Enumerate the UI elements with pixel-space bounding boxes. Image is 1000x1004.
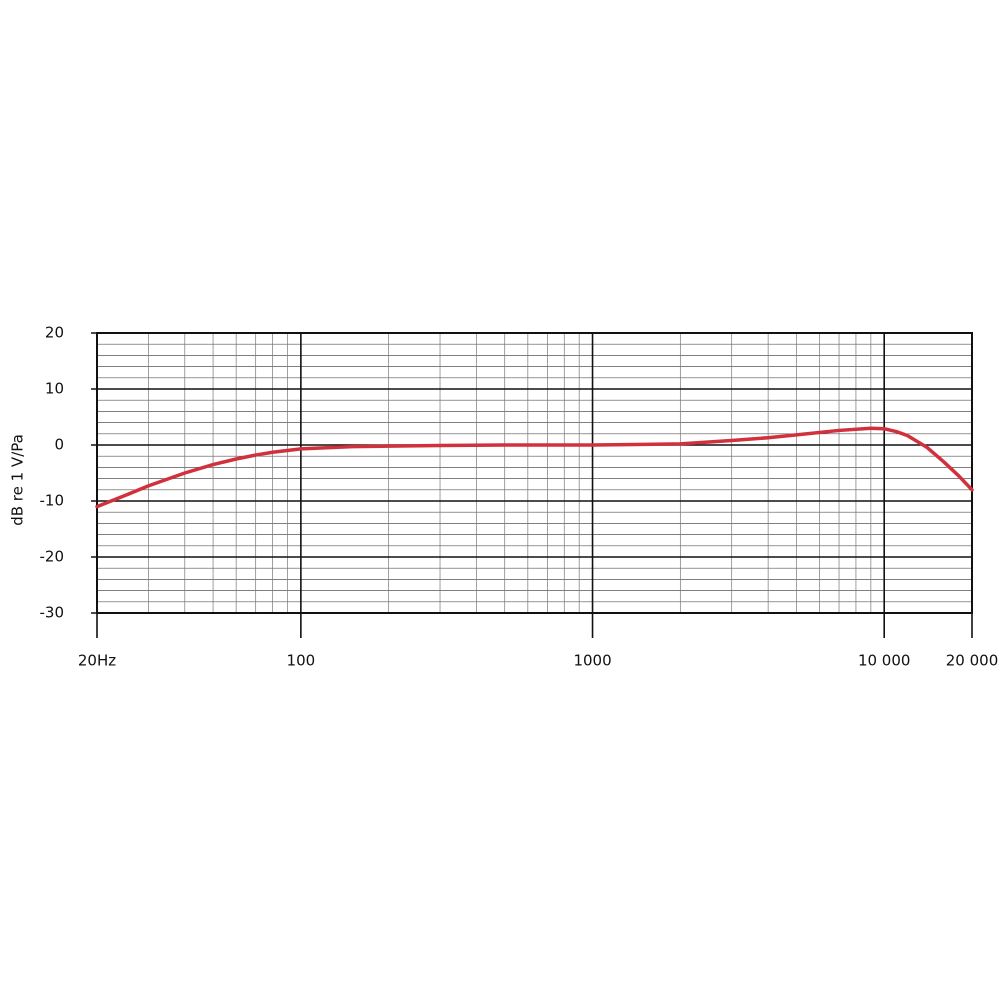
x-tick-label: 1000 [573,652,611,670]
y-tick-label: -20 [40,548,65,566]
y-tick-label: -10 [40,492,65,510]
x-tick-label: 20 000 [946,652,999,670]
y-tick-label: 0 [54,436,64,454]
y-axis-label: dB re 1 V/Pa [9,434,27,526]
x-tick-label: 10 000 [858,652,911,670]
x-tick-label: 20Hz [78,652,116,670]
x-tick-label: 100 [287,652,316,670]
plot-frame [96,332,973,614]
y-tick-label: 10 [45,380,64,398]
y-tick-label: 20 [45,324,64,342]
line-series [95,426,974,509]
y-tick-label: -30 [40,604,65,622]
